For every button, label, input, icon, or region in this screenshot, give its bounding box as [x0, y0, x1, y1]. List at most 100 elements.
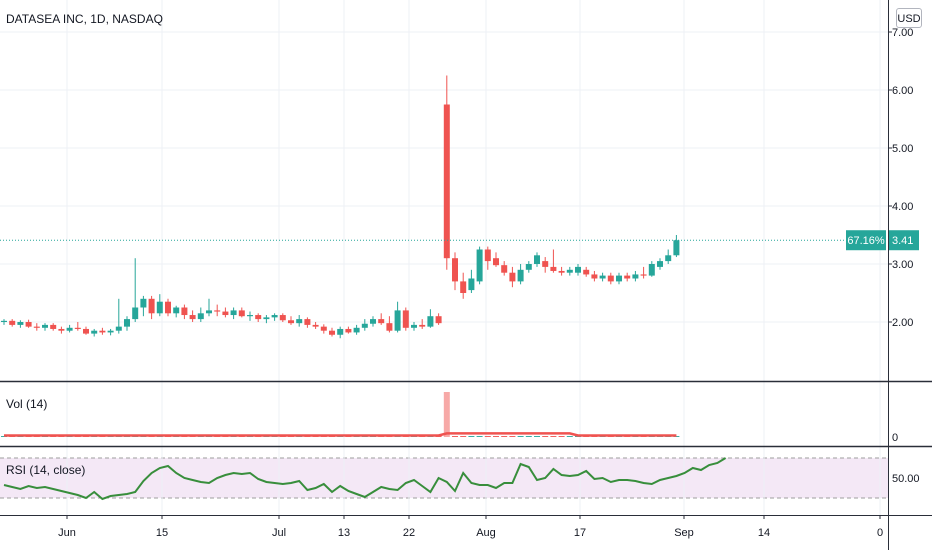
candle-body [50, 324, 57, 329]
chart-title: DATASEA INC, 1D, NASDAQ [6, 12, 163, 26]
rsi-line [3, 457, 727, 501]
candle-body [247, 315, 253, 317]
candle-body [435, 316, 442, 324]
candle-body [255, 315, 262, 320]
price-tick-label: 5.00 [892, 143, 913, 155]
volume-bar [509, 436, 516, 437]
candle-body [33, 326, 40, 328]
volume-label: Vol (14) [6, 397, 48, 411]
price-tick-label: 7.00 [892, 27, 913, 39]
currency-button[interactable]: USD [896, 8, 922, 28]
candle-body [517, 269, 524, 282]
candle-body [353, 327, 360, 333]
candle-body [345, 328, 352, 333]
candle-body [673, 240, 680, 256]
candle-body [402, 310, 409, 328]
candle-body [657, 261, 663, 267]
candle-body [238, 310, 245, 317]
candle-body [640, 274, 647, 276]
candle-body [42, 324, 48, 328]
volume-bar [558, 436, 565, 437]
time-tick-label: 0 [877, 527, 883, 539]
last-price-label: 3.41 [892, 235, 913, 247]
candle-body [181, 307, 188, 316]
volume-bar [525, 436, 532, 437]
candle-body [83, 328, 89, 334]
candle-body [206, 310, 212, 314]
candle-body [197, 313, 204, 320]
candle-body [296, 319, 303, 324]
candle-body [337, 328, 344, 335]
candle-body [320, 326, 327, 331]
candle-body [632, 274, 639, 279]
candle-body [476, 249, 483, 282]
volume-bar [517, 436, 524, 437]
candle-body [509, 272, 516, 282]
price-tick-label: 6.00 [892, 85, 913, 97]
time-tick-label: Jul [272, 527, 286, 539]
candle-body [66, 327, 73, 331]
change-badge [846, 230, 886, 251]
candle-body [599, 275, 606, 279]
candle-body [501, 265, 508, 273]
candle-body [468, 278, 475, 291]
candle-body [624, 275, 631, 279]
candle-body [271, 315, 278, 318]
time-tick-label: Aug [476, 527, 496, 539]
volume-bar [468, 436, 475, 437]
candle-body [230, 310, 237, 316]
candle-body [427, 316, 434, 327]
candle-body [1, 320, 7, 322]
candle-body [607, 275, 614, 282]
candle-body [288, 320, 294, 324]
candle-body [534, 255, 540, 264]
volume-bar [484, 436, 491, 437]
time-tick-label: 17 [574, 527, 586, 539]
price-tick-label: 3.00 [892, 259, 913, 271]
candle-body [550, 266, 557, 271]
candle-body [107, 330, 114, 333]
candle-body [25, 322, 32, 327]
candle-body [214, 310, 221, 312]
candle-body [443, 104, 450, 259]
last-price-badge [889, 230, 919, 251]
candle-body [378, 319, 385, 324]
price-tick-label: 2.00 [892, 317, 913, 329]
candle-body [616, 275, 622, 282]
candle-body [493, 258, 499, 266]
candle-body [58, 328, 65, 331]
candle-body [17, 322, 24, 325]
time-tick-label: 22 [403, 527, 415, 539]
candle-body [329, 330, 335, 335]
candle-body [173, 307, 180, 314]
candle-body [411, 324, 417, 328]
candle-body [140, 298, 147, 308]
rsi-tick-label: 50.00 [892, 473, 920, 485]
volume-tick-label: 0 [892, 432, 898, 444]
candle-body [394, 310, 401, 331]
time-tick-label: 15 [156, 527, 168, 539]
candle-body [460, 281, 467, 293]
candle-body [156, 301, 163, 314]
time-tick-label: 13 [338, 527, 350, 539]
rsi-label: RSI (14, close) [6, 463, 86, 477]
candle-body [91, 330, 98, 334]
volume-bar [452, 436, 458, 437]
candle-body [452, 258, 458, 282]
rsi-band [0, 458, 888, 498]
candle-body [9, 320, 16, 325]
candle-body [132, 307, 139, 320]
candle-body [148, 298, 155, 314]
candle-body [386, 323, 393, 331]
time-tick-label: Jun [58, 527, 76, 539]
change-label: 67.16% [847, 235, 885, 247]
candle-body [648, 264, 655, 276]
volume-bar [501, 436, 508, 437]
candle-body [370, 319, 376, 324]
candle-body [189, 315, 196, 320]
candle-body [419, 324, 426, 327]
candle-body [74, 327, 81, 329]
candle-body [361, 323, 368, 328]
